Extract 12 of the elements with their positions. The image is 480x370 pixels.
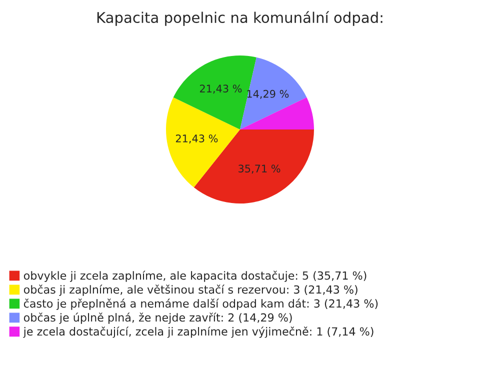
pie-slice [166, 97, 240, 188]
legend-label: často je přeplněná a nemáme další odpad kam dát: 3 (21,43 %) [24, 298, 378, 310]
legend-label: obvykle ji zcela zaplníme, ale kapacita dostačuje: 5 (35,71 %) [24, 270, 366, 282]
data-label: 21,43 % [176, 134, 218, 144]
chart-title: Kapacita popelnic na komunální odpad: [97, 11, 382, 26]
legend-label: občas ji zaplníme, ale většinou stačí s rezervou: 3 (21,43 %) [24, 284, 358, 296]
legend-label: občas je úplně plná, že nejde zavřít: 2 (14,29 %) [24, 312, 292, 324]
pie-slice [240, 57, 307, 130]
pie-slice [240, 97, 314, 130]
data-label: 21,43 % [200, 84, 242, 94]
legend-label: je zcela dostačující, zcela ji zaplníme jen výjimečně: 1 (7,14 %) [23, 326, 374, 338]
data-label: 35,71 % [238, 164, 280, 174]
